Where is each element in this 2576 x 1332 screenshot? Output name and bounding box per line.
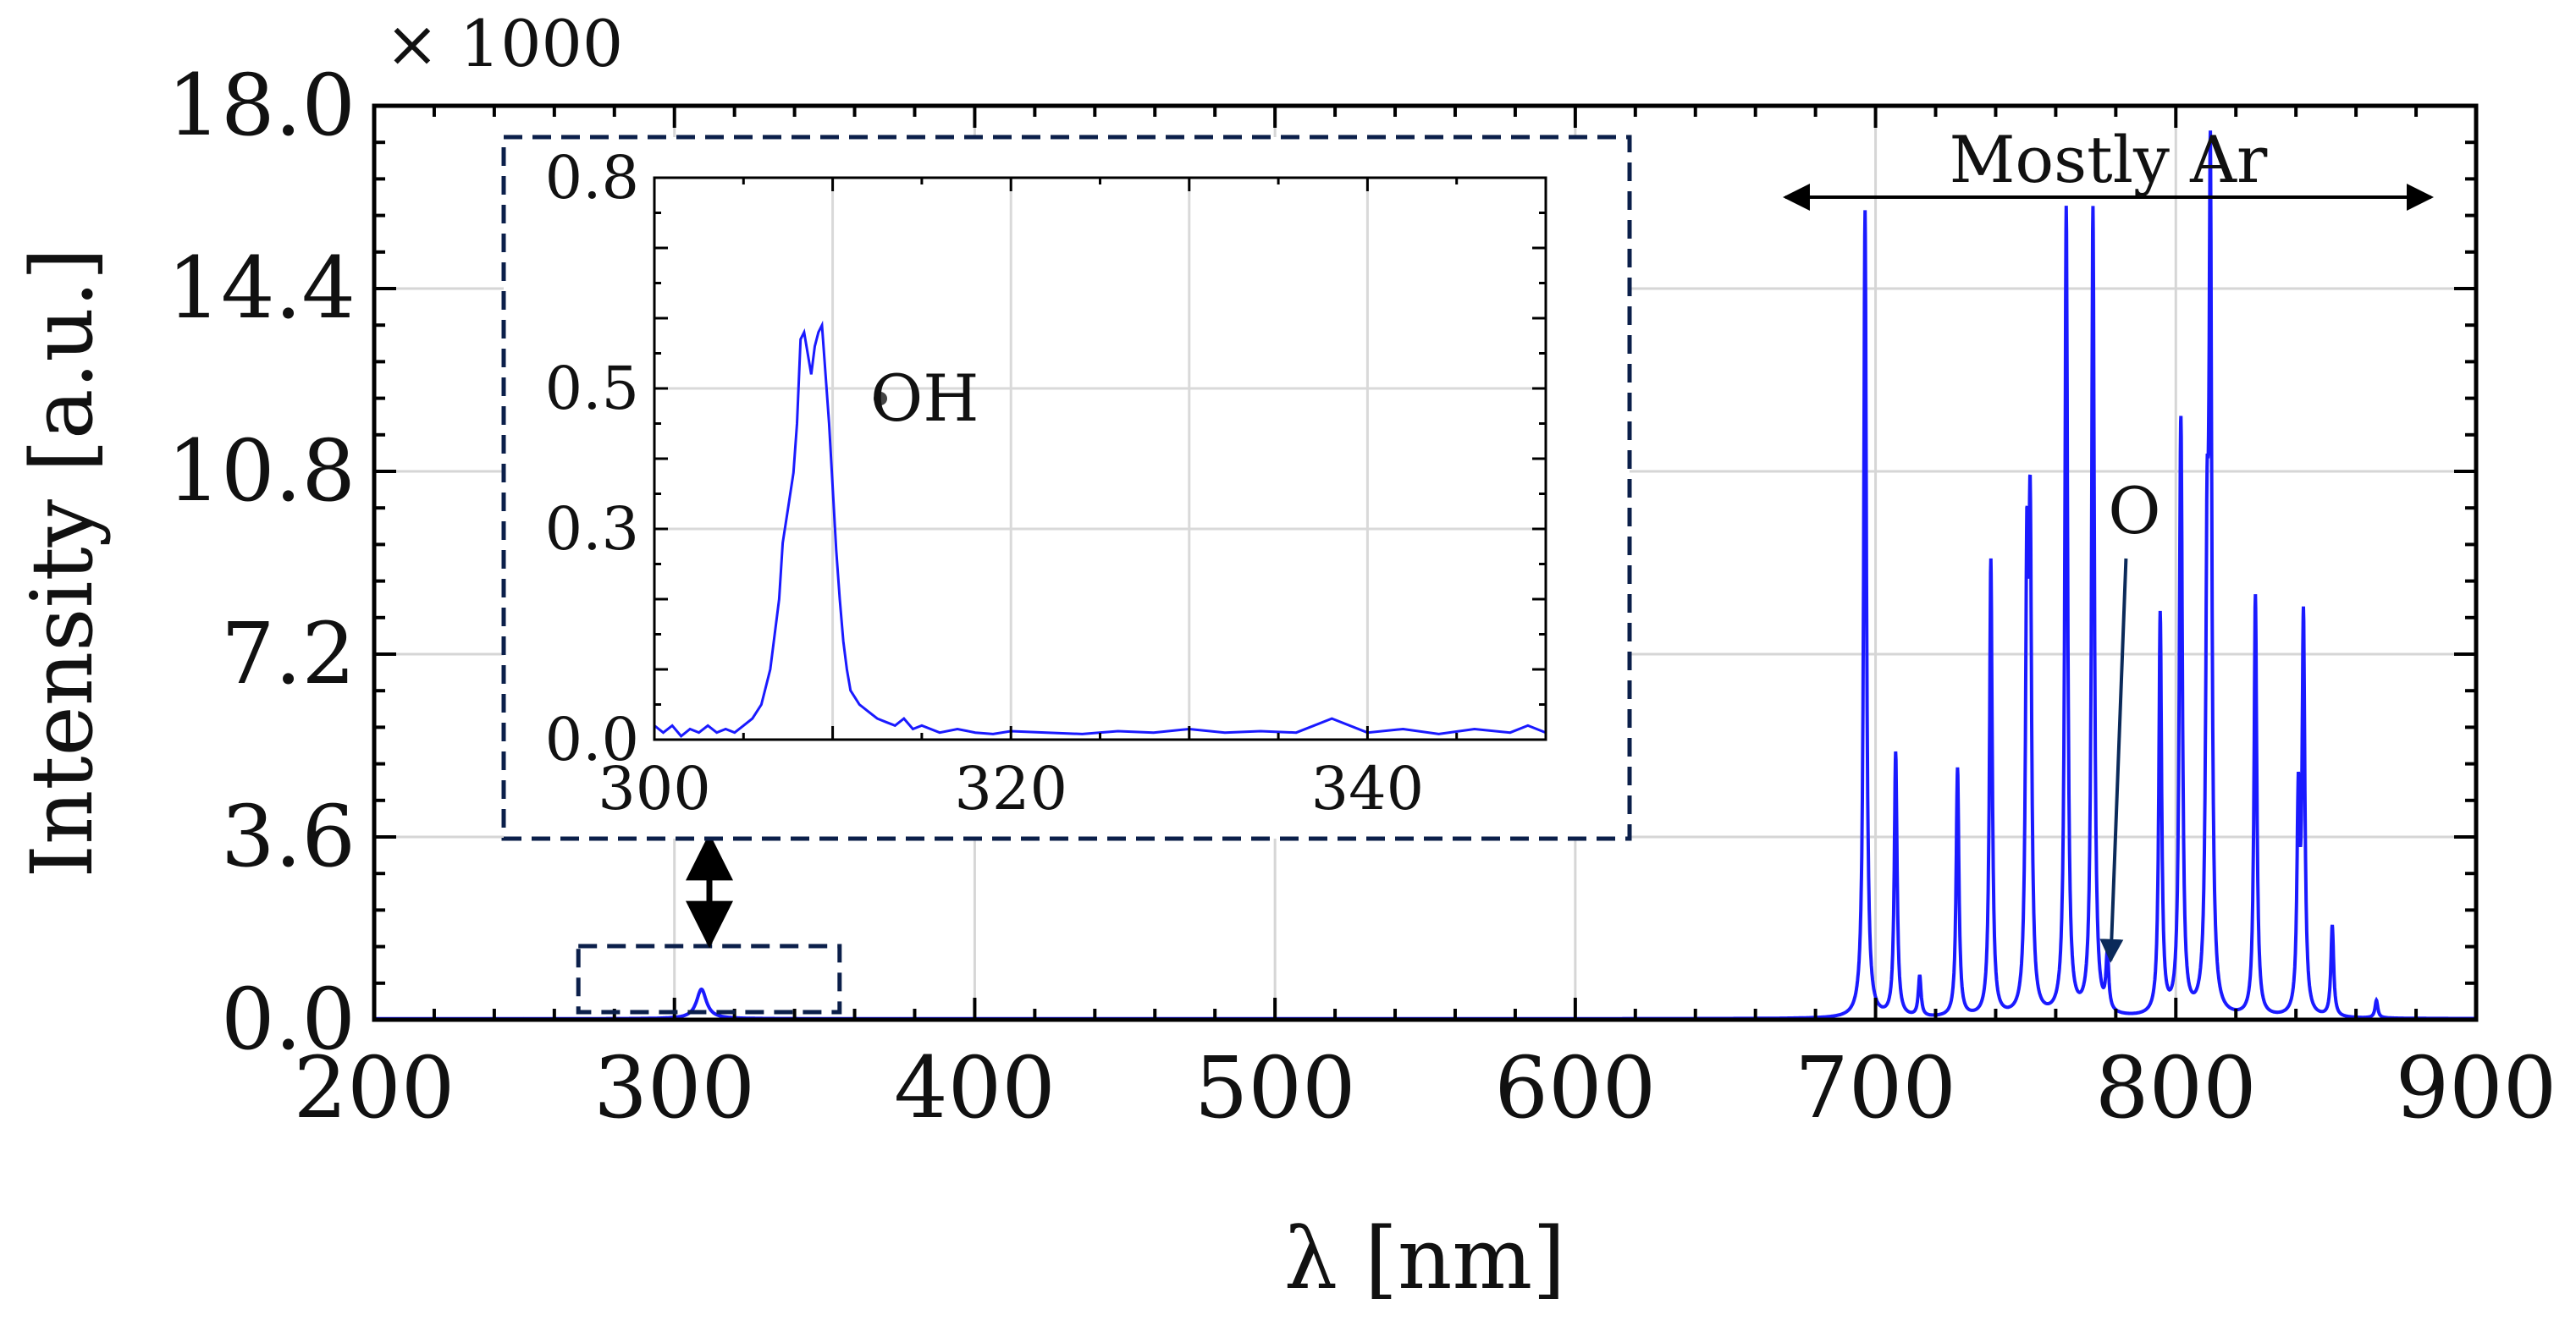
oxygen-label: O	[2108, 473, 2160, 548]
main-x-tick-label: 800	[2095, 1038, 2257, 1137]
main-x-tick-label: 500	[1194, 1038, 1356, 1137]
main-y-tick-label: 3.6	[221, 787, 356, 886]
multiplier-label: × 1000	[385, 6, 623, 81]
inset-y-tick-label: 0.5	[545, 354, 639, 423]
inset-x-tick-labels: 300 320 340	[598, 754, 1424, 823]
oh-radical-dot	[874, 392, 887, 405]
zoom-region-box	[576, 944, 842, 1015]
main-y-tick-label: 14.4	[167, 239, 356, 338]
inset-grid	[654, 178, 1546, 740]
inset-x-tick-label: 300	[598, 754, 711, 823]
inset-oh-path	[654, 320, 1546, 738]
main-x-tick-label: 600	[1494, 1038, 1656, 1137]
main-x-tick-label: 400	[894, 1038, 1056, 1137]
inset-x-tick-label: 340	[1311, 754, 1425, 823]
oh-label: OH	[870, 361, 979, 436]
inset-y-tick-labels: 0.0 0.3 0.5 0.8	[545, 143, 639, 774]
main-y-tick-label: 0.0	[221, 970, 356, 1069]
main-x-tick-label: 300	[593, 1038, 755, 1137]
inset-y-tick-label: 0.8	[545, 143, 639, 212]
main-y-tick-label: 7.2	[221, 604, 356, 703]
main-x-tick-labels: 200 300 400 500 600 700 800 900	[294, 1038, 2557, 1137]
inset-outer-box	[501, 135, 1632, 841]
inset-y-tick-label: 0.3	[545, 494, 639, 564]
inset-x-tick-label: 320	[954, 754, 1067, 823]
main-plot-frame	[372, 103, 2479, 1022]
main-y-tick-label: 18.0	[167, 56, 356, 155]
main-x-tick-label: 900	[2396, 1038, 2557, 1137]
oxygen-arrow	[2099, 558, 2128, 963]
mostly-ar-label: Mostly Ar	[1950, 122, 2268, 197]
inset-y-tick-label: 0.0	[545, 705, 639, 774]
x-axis-label: λ [nm]	[1284, 1209, 1565, 1308]
main-x-tick-label: 200	[294, 1038, 455, 1137]
main-y-tick-labels: 0.0 3.6 7.2 10.8 14.4 18.0	[167, 56, 356, 1069]
main-y-tick-label: 10.8	[167, 421, 356, 520]
y-axis-label: Intensity [a.u.]	[13, 247, 112, 878]
inset-plot-frame	[653, 176, 1547, 741]
inset-oh-line	[654, 320, 1546, 738]
main-x-tick-label: 700	[1795, 1038, 1956, 1137]
